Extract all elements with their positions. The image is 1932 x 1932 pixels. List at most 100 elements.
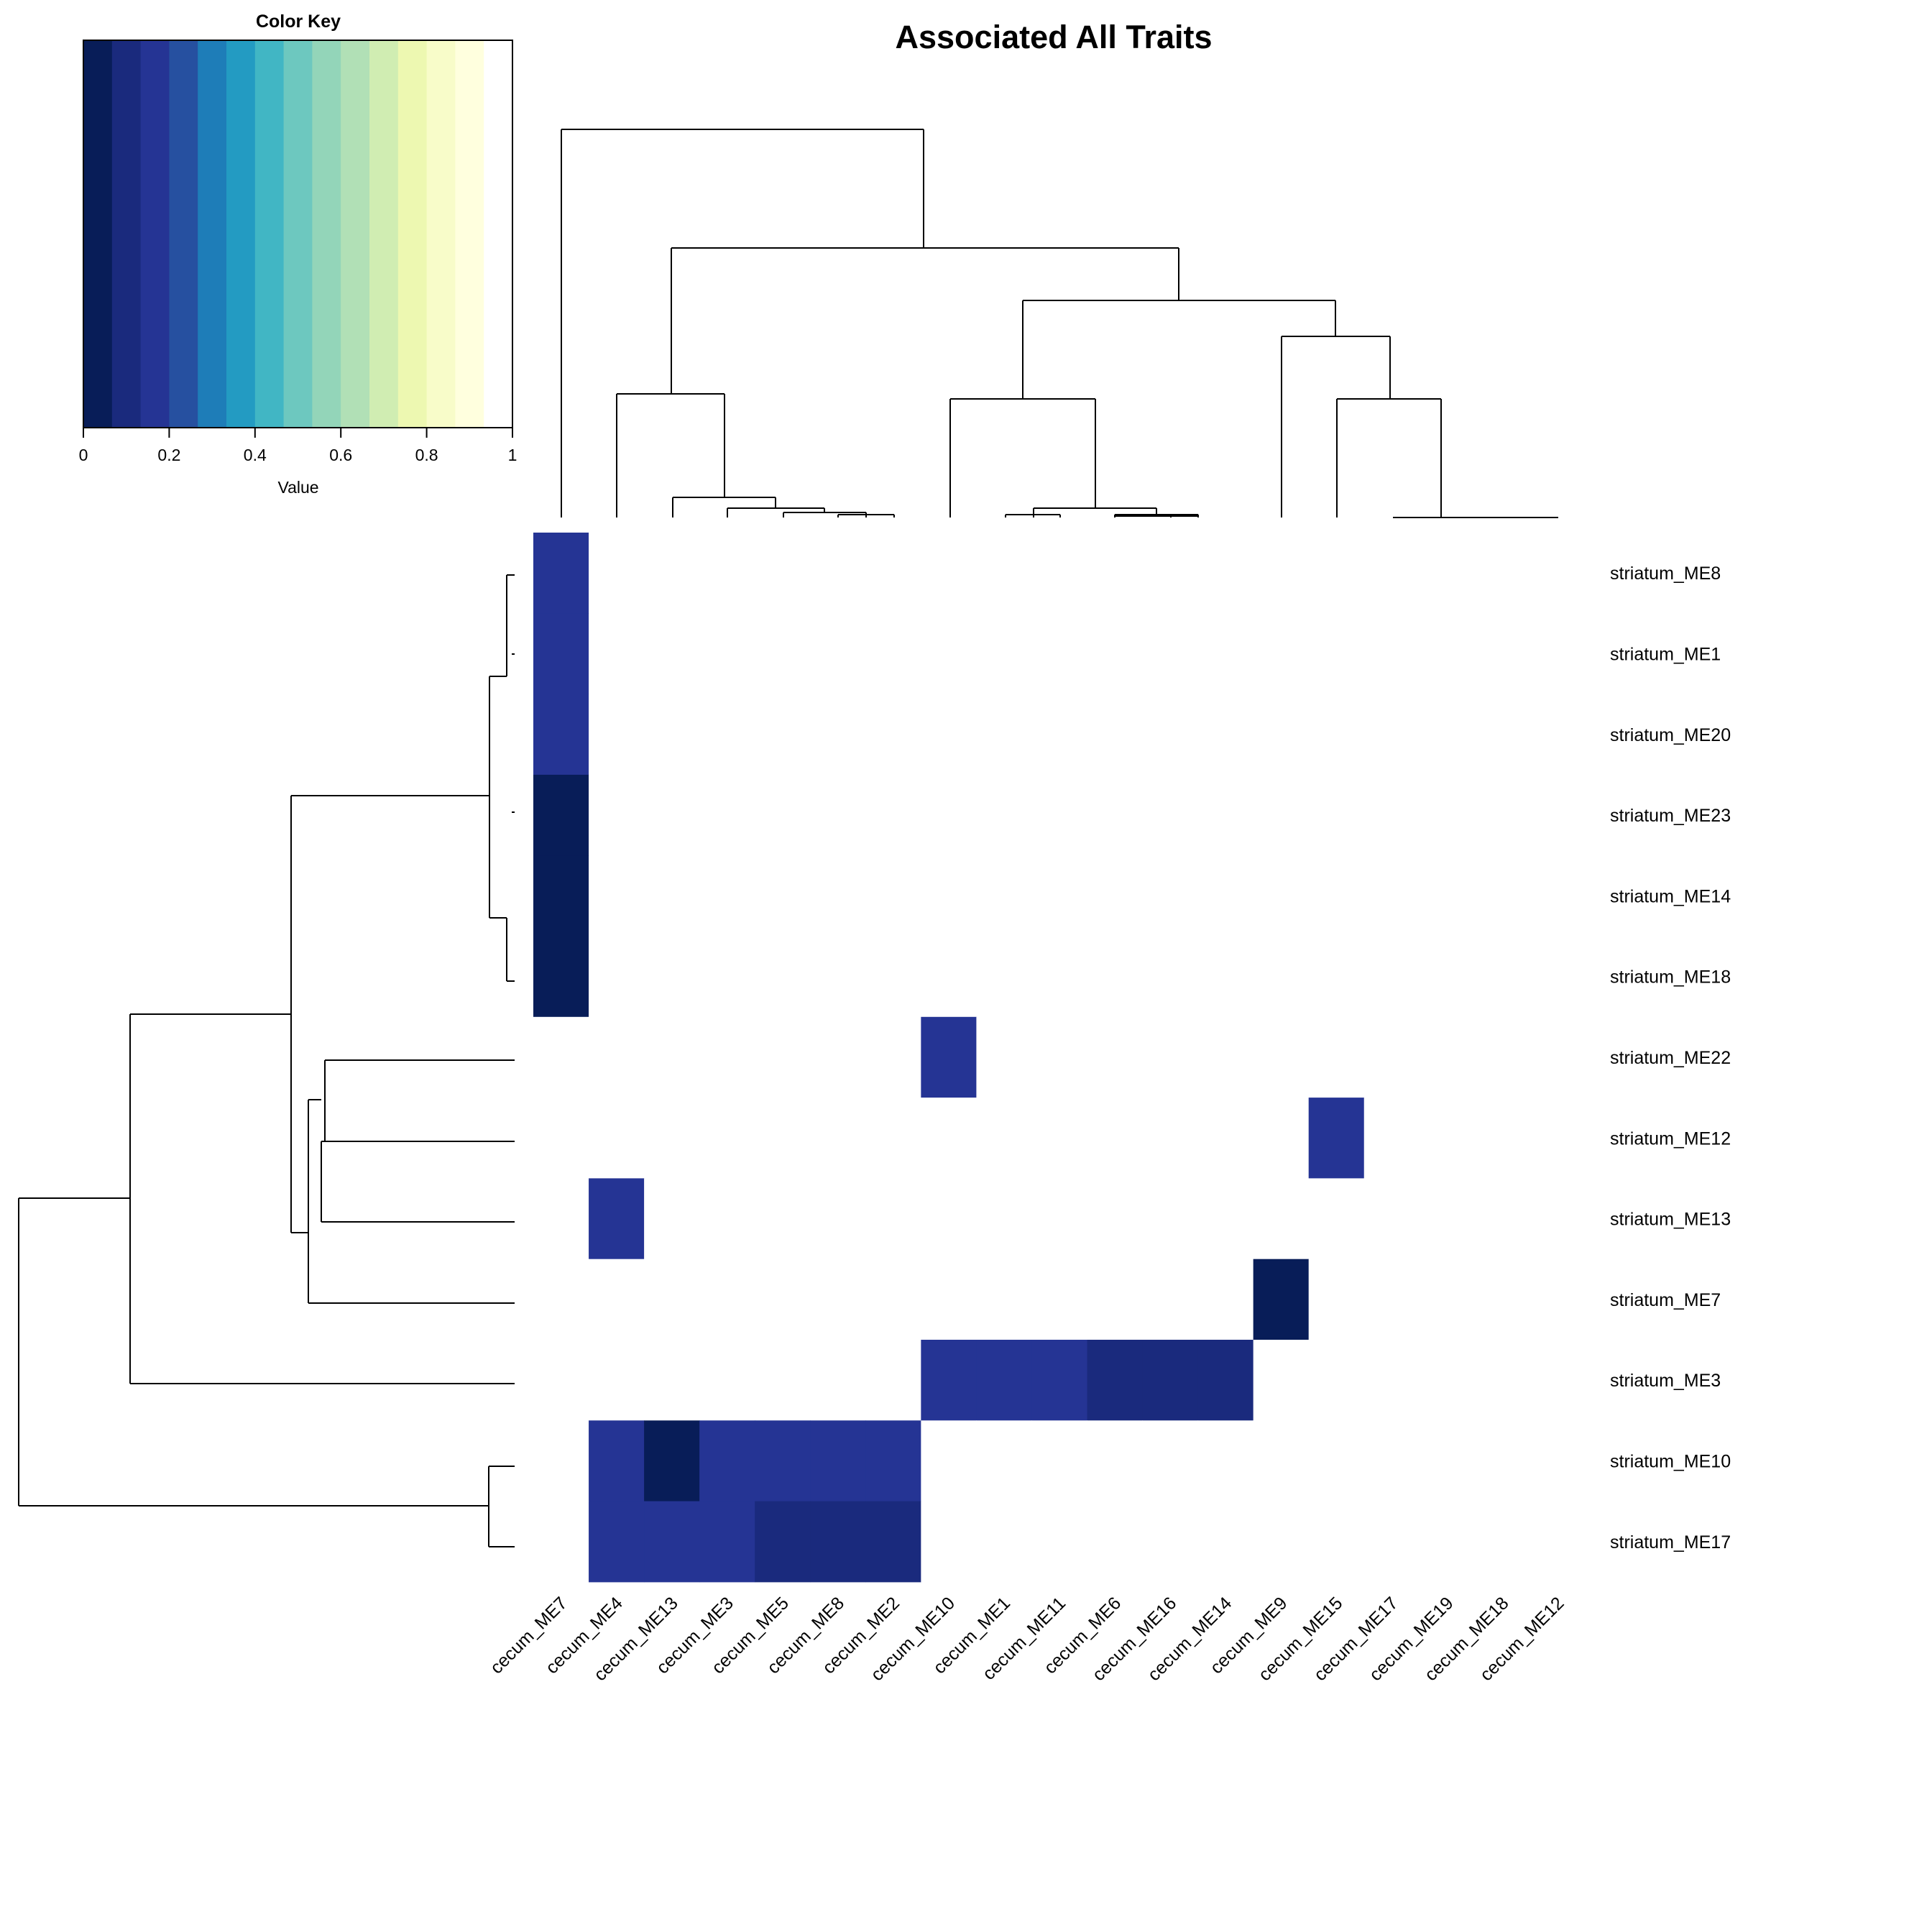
- heatmap-cell: [644, 774, 700, 856]
- heatmap-cell: [699, 613, 755, 695]
- color-key-band: [226, 40, 256, 428]
- heatmap-cell: [976, 855, 1032, 937]
- heatmap-cell: [865, 1420, 921, 1502]
- heatmap-cell: [589, 1178, 645, 1260]
- heatmap-cell: [865, 855, 921, 937]
- heatmap-cell: [1253, 1501, 1310, 1583]
- heatmap-cell: [810, 1016, 866, 1098]
- heatmap-cell: [533, 1098, 589, 1179]
- heatmap-cell: [1530, 1178, 1586, 1260]
- heatmap-cell: [921, 774, 977, 856]
- row-label: striatum_ME10: [1610, 1452, 1731, 1472]
- heatmap-cell: [810, 855, 866, 937]
- heatmap-cell: [1530, 1340, 1586, 1421]
- heatmap-cell: [1363, 774, 1420, 856]
- heatmap-cell: [533, 533, 589, 614]
- heatmap-cell: [1142, 694, 1199, 776]
- heatmap-cell: [921, 855, 977, 937]
- heatmap-cell: [755, 613, 811, 695]
- heatmap-cell: [1308, 936, 1365, 1018]
- heatmap-cell: [921, 936, 977, 1018]
- heatmap-cell: [1530, 694, 1586, 776]
- color-key: Color Key 0 0.2 0.4 0.6 0.8 1 Value: [79, 12, 518, 497]
- heatmap-cell: [1419, 774, 1476, 856]
- heatmap-cell: [1419, 533, 1476, 614]
- heatmap-cell: [1142, 1178, 1199, 1260]
- heatmap-cell: [589, 1501, 645, 1583]
- color-key-band: [198, 40, 227, 428]
- heatmap-cell: [976, 1420, 1032, 1502]
- row-label: striatum_ME18: [1610, 967, 1731, 988]
- heatmap-cell: [1308, 1340, 1365, 1421]
- heatmap-cell: [1087, 855, 1144, 937]
- heatmap-cell: [1419, 1259, 1476, 1340]
- heatmap-cell: [1253, 855, 1310, 937]
- heatmap-cell: [1142, 1016, 1199, 1098]
- heatmap-cell: [1031, 1420, 1087, 1502]
- heatmap-cell: [533, 613, 589, 695]
- heatmap-cell: [1087, 613, 1144, 695]
- heatmap-cell: [755, 1178, 811, 1260]
- heatmap-cell: [699, 1340, 755, 1421]
- color-key-band: [455, 40, 484, 428]
- heatmap-cell: [699, 1259, 755, 1340]
- heatmap-cell: [1253, 1259, 1310, 1340]
- heatmap-cell: [699, 1098, 755, 1179]
- heatmap-cell: [1419, 1340, 1476, 1421]
- heatmap-cell: [1197, 1420, 1254, 1502]
- heatmap-cell: [1197, 936, 1254, 1018]
- heatmap-cell: [1031, 1178, 1087, 1260]
- heatmap-cell: [755, 694, 811, 776]
- heatmap-cell: [976, 936, 1032, 1018]
- heatmap-cell: [589, 694, 645, 776]
- heatmap-cell: [1363, 1420, 1420, 1502]
- heatmap-cell: [1474, 533, 1531, 614]
- heatmap-cell: [1142, 613, 1199, 695]
- heatmap-cell: [1363, 855, 1420, 937]
- heatmap-cell: [1530, 936, 1586, 1018]
- heatmap-cell: [921, 1016, 977, 1098]
- heatmap-cell: [1253, 613, 1310, 695]
- heatmap-cell: [1419, 936, 1476, 1018]
- heatmap-cell: [1419, 613, 1476, 695]
- heatmap-cell: [1474, 613, 1531, 695]
- heatmap-cell: [976, 613, 1032, 695]
- heatmap-cell: [644, 855, 700, 937]
- heatmap-cell: [1087, 1340, 1144, 1421]
- heatmap-cell: [1474, 1501, 1531, 1583]
- heatmap-cell: [1308, 533, 1365, 614]
- heatmap-cell: [976, 1098, 1032, 1179]
- row-label: striatum_ME22: [1610, 1048, 1731, 1068]
- heatmap-cell: [1530, 1016, 1586, 1098]
- row-dendrogram-branches: [18, 574, 515, 1547]
- heatmap-cell: [1419, 1016, 1476, 1098]
- heatmap-cell: [1031, 1098, 1087, 1179]
- heatmap-cell: [1197, 533, 1254, 614]
- row-label: striatum_ME20: [1610, 725, 1731, 745]
- column-dendrogram: [561, 129, 1558, 518]
- color-key-band: [254, 40, 285, 428]
- row-label: striatum_ME8: [1610, 564, 1721, 584]
- heatmap-cell: [1530, 533, 1586, 614]
- row-label: striatum_ME14: [1610, 886, 1731, 906]
- heatmap-cell: [921, 1259, 977, 1340]
- heatmap-cell: [533, 1178, 589, 1260]
- heatmap-cell: [644, 533, 700, 614]
- heatmap-cell: [1087, 1016, 1144, 1098]
- heatmap-cell: [976, 774, 1032, 856]
- heatmap-cell: [1197, 1178, 1254, 1260]
- color-key-band: [111, 40, 142, 428]
- heatmap-cell: [1419, 855, 1476, 937]
- row-dendrogram: [18, 574, 515, 1547]
- color-key-tick-label: 0.2: [157, 446, 180, 464]
- heatmap-cell: [699, 1016, 755, 1098]
- heatmap-cell: [1087, 774, 1144, 856]
- color-key-tick-label: 0.8: [415, 446, 438, 464]
- heatmap-cell: [1253, 1178, 1310, 1260]
- heatmap-cell: [1197, 1016, 1254, 1098]
- heatmap-cell: [589, 936, 645, 1018]
- heatmap-cell: [976, 533, 1032, 614]
- heatmap-cell: [1031, 1501, 1087, 1583]
- heatmap-cell: [533, 1340, 589, 1421]
- chart-title: Associated All Traits: [896, 19, 1213, 55]
